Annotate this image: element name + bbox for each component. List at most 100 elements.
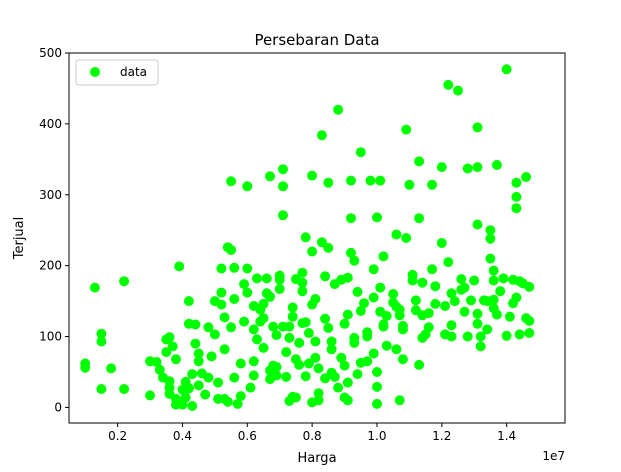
data-points bbox=[80, 64, 535, 411]
data-point bbox=[307, 170, 318, 181]
data-point bbox=[307, 246, 318, 257]
data-point bbox=[235, 391, 246, 402]
data-point bbox=[252, 273, 262, 284]
data-point bbox=[352, 369, 363, 380]
data-point bbox=[226, 176, 237, 187]
data-point bbox=[346, 247, 356, 258]
data-point bbox=[171, 354, 181, 365]
data-point bbox=[248, 370, 259, 381]
data-point bbox=[375, 282, 386, 293]
data-point bbox=[427, 179, 438, 190]
data-point bbox=[187, 369, 198, 380]
data-point bbox=[320, 313, 331, 324]
data-point bbox=[511, 292, 522, 303]
data-point bbox=[271, 362, 282, 372]
x-tick-label: 1.4 bbox=[497, 429, 516, 443]
x-tick-label: 0.8 bbox=[303, 429, 322, 443]
y-tick-label: 0 bbox=[54, 400, 62, 414]
data-point bbox=[459, 306, 470, 317]
data-point bbox=[472, 122, 483, 133]
data-point bbox=[430, 298, 441, 309]
data-point bbox=[394, 310, 405, 321]
data-point bbox=[414, 213, 425, 224]
data-point bbox=[242, 287, 253, 298]
data-point bbox=[174, 261, 185, 272]
data-point bbox=[391, 344, 402, 355]
data-point bbox=[388, 289, 399, 299]
data-point bbox=[436, 162, 447, 173]
data-point bbox=[271, 330, 282, 341]
data-point bbox=[252, 334, 262, 345]
data-point bbox=[274, 284, 285, 294]
legend: data bbox=[75, 59, 159, 86]
data-point bbox=[342, 377, 353, 388]
y-tick-label: 200 bbox=[39, 259, 62, 273]
data-point bbox=[261, 273, 272, 284]
data-point bbox=[180, 392, 191, 403]
data-point bbox=[297, 286, 308, 297]
data-point bbox=[274, 270, 285, 281]
data-point bbox=[226, 322, 237, 333]
data-point bbox=[278, 210, 288, 221]
data-point bbox=[342, 309, 353, 320]
data-point bbox=[200, 389, 211, 400]
data-point bbox=[491, 160, 502, 170]
data-point bbox=[488, 275, 499, 286]
data-point bbox=[362, 331, 373, 342]
data-point bbox=[281, 371, 292, 382]
data-point bbox=[219, 312, 230, 323]
data-point bbox=[407, 275, 418, 286]
data-point bbox=[397, 320, 408, 331]
legend-label: data bbox=[120, 65, 147, 79]
data-point bbox=[216, 263, 227, 274]
data-point bbox=[368, 292, 379, 303]
data-point bbox=[278, 164, 288, 175]
data-point bbox=[469, 275, 480, 286]
data-point bbox=[310, 336, 321, 347]
y-tick-label: 100 bbox=[39, 330, 62, 344]
data-point bbox=[414, 359, 425, 370]
data-point bbox=[80, 362, 91, 373]
y-axis-label: Terjual bbox=[12, 217, 27, 261]
data-point bbox=[475, 331, 486, 342]
data-point bbox=[417, 277, 428, 288]
data-point bbox=[242, 181, 253, 192]
data-point bbox=[119, 276, 130, 287]
y-axis-ticks: 0 100 200 300 400 500 bbox=[39, 46, 69, 414]
data-point bbox=[310, 352, 321, 363]
data-point bbox=[346, 213, 356, 224]
data-point bbox=[456, 274, 467, 285]
data-point bbox=[209, 329, 220, 340]
data-point bbox=[300, 317, 311, 328]
data-point bbox=[226, 245, 237, 255]
data-point bbox=[239, 279, 250, 290]
data-point bbox=[381, 340, 392, 351]
data-point bbox=[232, 398, 243, 409]
data-point bbox=[372, 367, 382, 377]
data-point bbox=[472, 162, 483, 173]
data-point bbox=[381, 311, 392, 321]
data-point bbox=[203, 322, 214, 333]
data-point bbox=[375, 175, 386, 186]
data-point bbox=[336, 352, 347, 363]
data-point bbox=[394, 395, 405, 406]
data-point bbox=[245, 382, 256, 393]
data-point bbox=[320, 373, 331, 384]
data-point bbox=[368, 348, 379, 359]
data-point bbox=[346, 175, 356, 186]
data-point bbox=[524, 281, 535, 292]
data-point bbox=[430, 281, 441, 292]
data-point bbox=[297, 277, 308, 288]
x-tick-label: 0.2 bbox=[108, 429, 127, 443]
data-point bbox=[145, 390, 155, 401]
data-point bbox=[355, 147, 366, 158]
data-point bbox=[453, 85, 463, 96]
x-axis-ticks: 0.2 0.4 0.6 0.8 1.0 1.2 1.4 bbox=[108, 423, 516, 443]
data-point bbox=[167, 341, 178, 352]
data-point bbox=[472, 219, 483, 230]
data-point bbox=[524, 315, 535, 326]
legend-box bbox=[75, 59, 159, 86]
data-point bbox=[300, 232, 311, 243]
data-point bbox=[511, 177, 522, 188]
data-point bbox=[96, 384, 107, 394]
